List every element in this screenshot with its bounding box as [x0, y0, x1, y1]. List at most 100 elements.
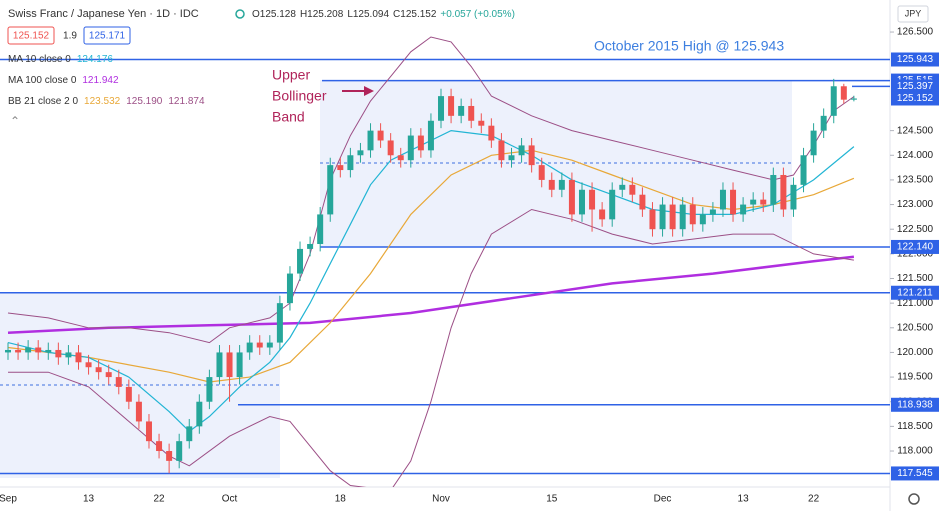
indicator-line [7, 129, 855, 433]
candle-body [770, 174, 777, 205]
candle-body [156, 441, 163, 452]
status-dot [235, 9, 245, 19]
candle-body [448, 96, 455, 116]
candle-body [65, 352, 72, 358]
sell-box[interactable] [7, 26, 55, 45]
candle-body [367, 130, 374, 151]
y-tick-label: 119.500 [897, 372, 933, 383]
candle-body [719, 189, 726, 210]
level-label: 117.545 [897, 468, 933, 479]
candle-body [619, 184, 626, 190]
candle-body [35, 347, 42, 353]
ohlc-legend: O125.128 H125.208 L125.094 C125.152 +0.057 (… [252, 9, 515, 20]
level-label: 122.140 [897, 242, 934, 253]
candle-body [840, 86, 847, 100]
y-tick-label: 121.500 [897, 273, 934, 284]
y-tick-label: 120.500 [897, 322, 934, 333]
level-box [891, 285, 939, 300]
indicator-value: 125.190 [126, 96, 163, 107]
y-tick-label: 121.000 [897, 298, 934, 309]
candle-body [297, 248, 304, 274]
y-tick-label: 118.500 [897, 421, 933, 432]
candle-body [780, 174, 787, 210]
candle-body [125, 386, 132, 402]
level-label: 125.943 [897, 54, 934, 65]
candle-body [427, 120, 434, 151]
candle-body [850, 98, 857, 100]
candle-body [679, 204, 686, 230]
level-box [891, 239, 939, 254]
candle-body [266, 342, 273, 348]
candle-body [730, 189, 737, 215]
ohlc-value: L125.094 [347, 9, 389, 20]
indicator-name: MA 100 close 0 [8, 75, 77, 86]
level-label: 121.211 [897, 287, 933, 298]
candle-body [337, 165, 344, 171]
candle-body [629, 184, 636, 195]
candle-body [508, 155, 515, 161]
level-box [891, 79, 939, 94]
annotation: Band [272, 109, 305, 125]
candle-body [810, 130, 817, 156]
y-tick-label: 123.500 [897, 175, 934, 186]
candle-body [760, 199, 767, 205]
candle-body [236, 352, 243, 378]
candle-body [468, 105, 475, 121]
y-tick-label: 122.500 [897, 224, 934, 235]
annotation: October 2015 High @ 125.943 [594, 38, 784, 54]
candle-body [105, 372, 112, 378]
sell-price: 125.152 [13, 31, 50, 42]
indicator-legend: BB 21 close 2 0 123.532 125.190 121.874 [8, 96, 205, 107]
candle-body [488, 125, 495, 141]
x-tick-label: 22 [153, 494, 165, 505]
candle-body [649, 209, 656, 230]
indicator-name: MA 10 close 0 [8, 54, 71, 65]
candle-body [276, 303, 283, 343]
candle-body [659, 204, 666, 230]
candle-body [599, 209, 606, 220]
candle-body [790, 184, 797, 210]
candle-body [558, 179, 565, 190]
candle-body [407, 135, 414, 161]
indicator-line [7, 36, 855, 344]
x-tick-label: Oct [222, 494, 238, 505]
candle-body [347, 155, 354, 171]
candle-body [387, 140, 394, 156]
y-tick-label: 120.000 [897, 347, 934, 358]
ohlc-value: O125.128 [252, 9, 296, 20]
candle-body [589, 189, 596, 210]
candle-body [478, 120, 485, 126]
candle-body [830, 86, 837, 116]
candle-body [639, 194, 646, 210]
ohlc-value: C125.152 [393, 9, 437, 20]
candle-body [548, 179, 555, 190]
buy-box[interactable] [83, 26, 131, 45]
candle-body [518, 145, 525, 156]
annotation: Upper [272, 67, 310, 83]
collapse-icon[interactable]: ⌃ [10, 114, 20, 128]
settings-icon[interactable] [908, 493, 920, 505]
candle-body [820, 115, 827, 131]
candle-body [85, 362, 92, 368]
candle-body [246, 342, 253, 353]
candle-body [669, 204, 676, 230]
candle-body [438, 96, 445, 121]
indicator-legend: MA 100 close 0 121.942 [8, 75, 119, 86]
indicator-name: BB 21 close 2 0 [8, 96, 78, 107]
candle-body [55, 349, 62, 358]
candle-body [528, 145, 535, 166]
candle-body [216, 352, 223, 378]
candle-body [25, 347, 32, 353]
x-tick-label: 22 [808, 494, 820, 505]
candle-body [800, 155, 807, 185]
candle-body [186, 426, 193, 442]
currency-box[interactable] [897, 5, 929, 23]
annotation-arrow-head [364, 86, 374, 96]
candle-body [750, 199, 757, 205]
candle-body [568, 179, 575, 215]
level-label: 118.938 [897, 399, 933, 410]
level-label: 125.397 [897, 81, 934, 92]
indicator-value: 121.874 [168, 96, 205, 107]
